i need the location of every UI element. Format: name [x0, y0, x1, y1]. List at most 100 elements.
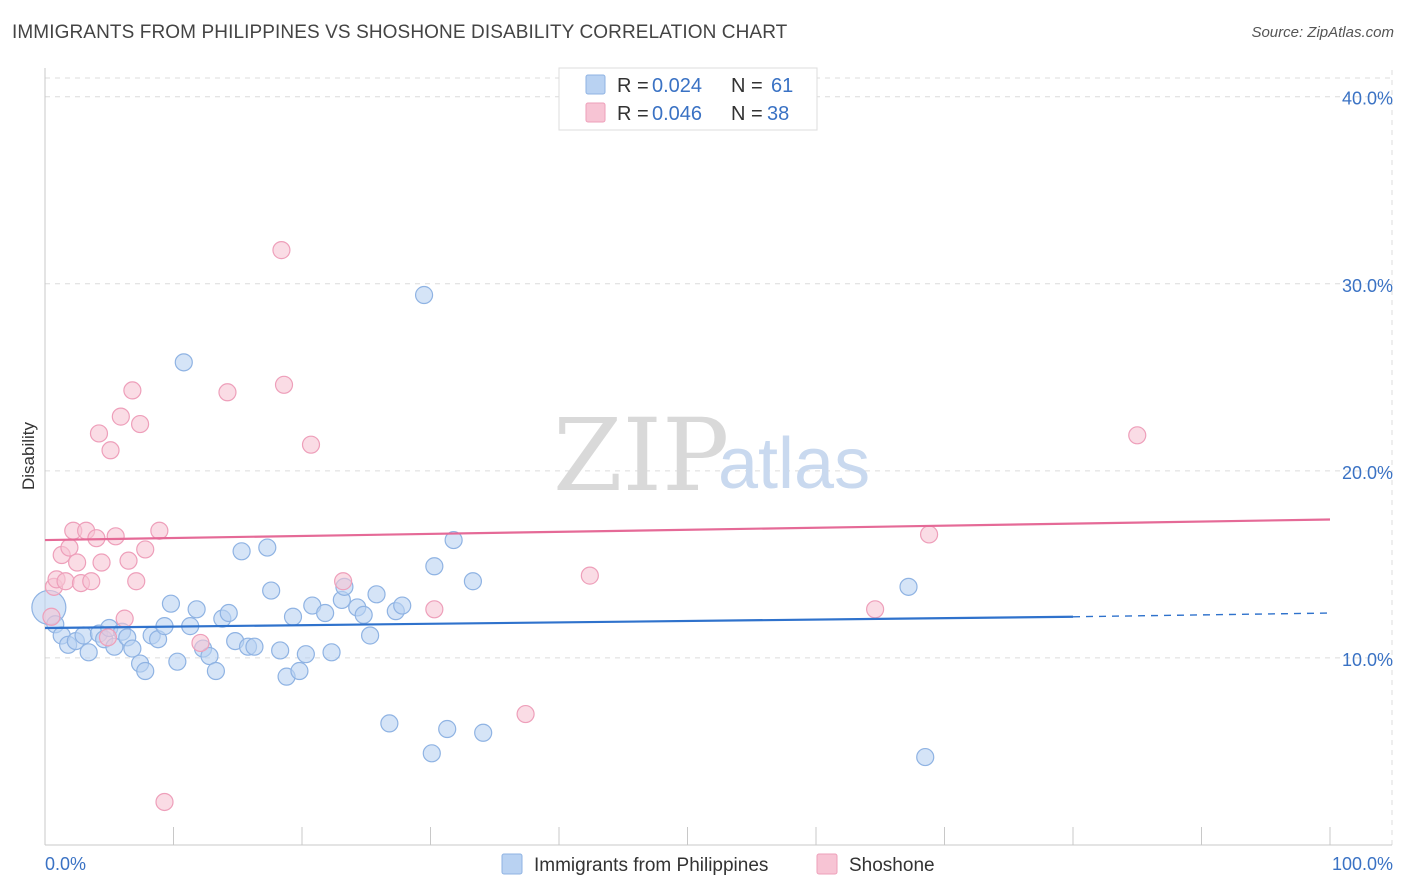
philippines-point [316, 603, 335, 623]
philippines-point [136, 661, 155, 681]
philippines-point [422, 744, 441, 763]
y-tick-label-1: 10.0% [1342, 650, 1393, 670]
legend-r-value-1: 0.024 [652, 75, 702, 97]
shoshone-point [127, 572, 146, 591]
shoshone-point [274, 375, 294, 394]
chart-title: IMMIGRANTS FROM PHILIPPINES VS SHOSHONE … [12, 22, 788, 43]
philippines-trend-line [44, 615, 1074, 630]
shoshone-point [101, 441, 120, 460]
philippines-trend-extension [1072, 612, 1331, 618]
philippines-point [206, 661, 226, 681]
bottom-legend-label-philippines: Immigrants from Philippines [534, 855, 768, 876]
shoshone-point [191, 633, 210, 653]
watermark-zip: ZIP [553, 397, 729, 514]
philippines-point [916, 747, 935, 767]
philippines-point [290, 661, 309, 681]
shoshone-point [60, 538, 79, 557]
legend-n-label-2: N = [731, 103, 763, 125]
philippines-point [74, 626, 93, 645]
legend-n-label-1: N = [731, 75, 763, 97]
philippines-point [271, 641, 290, 660]
legend-swatch-philippines [585, 74, 606, 95]
philippines-point [161, 594, 181, 613]
shoshone-point [42, 607, 61, 626]
shoshone-point [115, 609, 134, 628]
shoshone-point [56, 572, 75, 591]
shoshone-point [1128, 426, 1147, 445]
shoshone-point [155, 792, 174, 812]
legend-n-value-1: 61 [771, 75, 793, 97]
shoshone-point [89, 424, 109, 443]
shoshone-point [919, 525, 939, 544]
shoshone-point [218, 383, 237, 402]
bottom-legend-swatch-philippines [501, 853, 523, 875]
source-label: Source: ZipAtlas.com [1251, 24, 1394, 41]
shoshone-point [580, 566, 599, 585]
philippines-point [79, 643, 98, 662]
philippines-point [463, 572, 483, 591]
x-tick-label-end: 100.0% [1332, 854, 1393, 874]
shoshone-point [92, 553, 111, 572]
shoshone-point [301, 435, 321, 454]
philippines-point [245, 637, 264, 656]
shoshone-point [272, 241, 291, 260]
philippines-point [899, 577, 918, 596]
shoshone-point [68, 553, 87, 572]
shoshone-point [136, 540, 155, 559]
x-tick-label-start: 0.0% [45, 854, 86, 874]
shoshone-point [866, 600, 885, 619]
philippines-point [174, 353, 193, 372]
y-tick-label-3: 30.0% [1342, 276, 1393, 296]
philippines-point [123, 639, 142, 658]
philippines-point [219, 603, 238, 623]
y-axis-title: Disability [19, 421, 38, 490]
philippines-point [258, 538, 277, 557]
philippines-point [367, 585, 386, 604]
philippines-point [232, 542, 251, 561]
philippines-point [380, 714, 399, 733]
philippines-point [168, 652, 187, 671]
shoshone-point [425, 600, 444, 619]
legend-n-value-2: 38 [767, 103, 789, 125]
legend-r-value-2: 0.046 [652, 103, 702, 125]
legend-swatch-shoshone [585, 102, 606, 123]
tick-labels: 10.0% 20.0% 30.0% 40.0% 0.0% 100.0% [45, 89, 1393, 874]
series-shoshone-points [42, 241, 1147, 812]
philippines-point [414, 285, 434, 305]
philippines-point [393, 596, 412, 615]
philippines-point [474, 723, 493, 742]
shoshone-point [119, 551, 138, 570]
philippines-point [283, 607, 303, 626]
trend-lines [44, 518, 1331, 630]
shoshone-point [123, 381, 142, 400]
philippines-point [200, 646, 219, 666]
legend-r-label-1: R = [617, 75, 649, 97]
shoshone-point [516, 704, 535, 724]
bottom-legend-label-shoshone: Shoshone [849, 855, 935, 876]
philippines-point [354, 605, 373, 625]
philippines-point [322, 643, 341, 662]
watermark-atlas: atlas [718, 424, 870, 504]
shoshone-point [130, 414, 150, 434]
correlation-legend: R = 0.024 N = 61 R = 0.046 N = 38 [558, 67, 818, 131]
y-tick-label-4: 40.0% [1342, 89, 1393, 109]
philippines-point [262, 581, 281, 600]
shoshone-point [106, 527, 125, 546]
shoshone-point [98, 628, 118, 647]
shoshone-trend-line [44, 518, 1331, 542]
axes [44, 68, 1392, 846]
bottom-legend-swatch-shoshone [816, 853, 838, 875]
shoshone-point [82, 572, 101, 591]
philippines-point [187, 600, 206, 619]
shoshone-point [334, 572, 353, 591]
philippines-point [438, 719, 457, 739]
shoshone-point [150, 521, 169, 540]
legend-r-label-2: R = [617, 103, 649, 125]
philippines-point [444, 530, 463, 550]
philippines-point [425, 557, 444, 576]
philippines-point [361, 626, 380, 645]
philippines-point [296, 645, 315, 664]
series-legend: Immigrants from Philippines Shoshone [501, 853, 935, 876]
y-tick-label-2: 20.0% [1342, 463, 1393, 483]
